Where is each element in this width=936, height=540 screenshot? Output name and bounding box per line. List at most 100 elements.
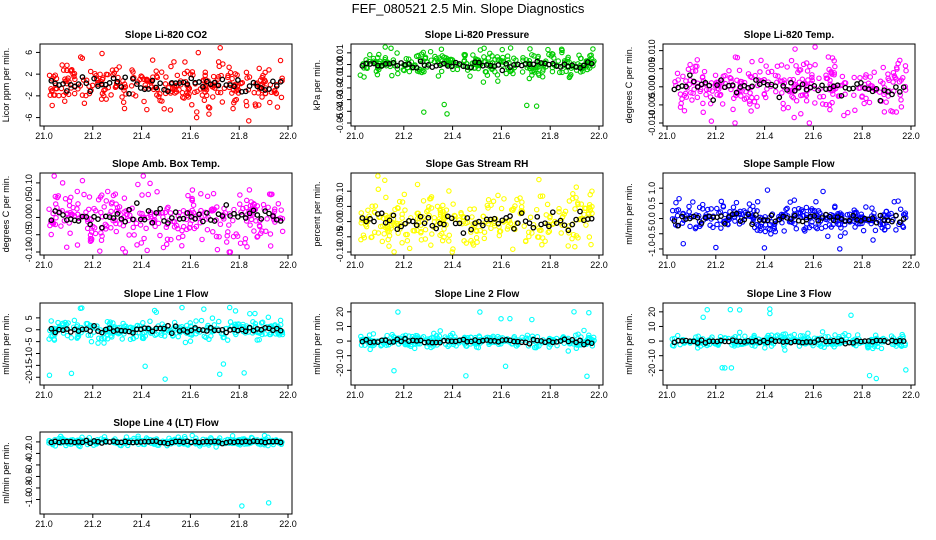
- data-point: [565, 243, 571, 249]
- data-point: [556, 209, 562, 215]
- data-point: [722, 335, 728, 341]
- mean-point: [246, 210, 253, 217]
- data-point: [89, 82, 96, 89]
- chart-panel-9: Slope Line 3 Flow ml/min per min. 21.0 21.2…: [624, 289, 920, 400]
- data-point: [857, 220, 863, 227]
- mean-point: [60, 81, 66, 87]
- mean-point: [873, 85, 880, 92]
- data-point: [428, 57, 434, 63]
- data-point: [399, 199, 406, 205]
- data-point: [533, 103, 540, 109]
- data-point: [467, 73, 473, 79]
- data-point: [426, 204, 432, 210]
- data-point: [764, 187, 771, 193]
- data-point: [754, 103, 760, 109]
- data-point: [562, 208, 569, 215]
- data-point: [520, 57, 526, 64]
- mean-point: [157, 80, 164, 87]
- data-point: [793, 63, 799, 69]
- data-point: [105, 71, 111, 78]
- data-point: [189, 187, 196, 193]
- data-point: [589, 188, 595, 194]
- data-point: [46, 206, 52, 212]
- data-point: [189, 195, 195, 202]
- data-point: [534, 234, 541, 240]
- data-point: [743, 95, 750, 101]
- data-point: [267, 243, 274, 249]
- mean-point: [729, 82, 736, 89]
- x-tick-label: 21.0: [35, 260, 53, 270]
- data-point: [736, 329, 743, 336]
- data-point: [262, 78, 269, 85]
- x-tick-label: 22.0: [902, 390, 920, 400]
- data-point: [83, 77, 90, 84]
- data-point: [581, 211, 587, 218]
- data-point: [81, 191, 87, 198]
- data-point: [526, 233, 532, 240]
- data-point: [807, 208, 814, 214]
- data-point: [742, 333, 748, 340]
- x-tick-label: 21.8: [230, 260, 248, 270]
- data-point: [176, 209, 183, 216]
- data-point: [804, 68, 811, 74]
- data-point: [65, 75, 71, 81]
- mean-point: [675, 222, 682, 229]
- data-point: [728, 75, 734, 82]
- data-point: [69, 66, 75, 73]
- data-point: [369, 203, 375, 209]
- data-point: [71, 70, 78, 77]
- data-point: [223, 239, 230, 245]
- data-point: [854, 332, 861, 338]
- data-point: [163, 74, 169, 80]
- data-point: [67, 209, 74, 216]
- data-point: [527, 214, 534, 221]
- data-point: [761, 76, 767, 83]
- data-point: [391, 249, 397, 255]
- data-point: [781, 228, 787, 234]
- data-point: [103, 223, 110, 229]
- data-point: [360, 232, 367, 238]
- data-point: [204, 226, 211, 233]
- mean-point: [242, 328, 249, 335]
- mean-point: [577, 337, 583, 344]
- mean-point: [87, 328, 94, 334]
- mean-point: [122, 218, 129, 225]
- mean-point: [780, 83, 787, 89]
- data-point: [793, 225, 800, 232]
- data-point: [88, 338, 95, 345]
- mean-point: [363, 218, 370, 225]
- data-point: [431, 330, 437, 337]
- data-point: [768, 231, 774, 237]
- plot-frame: [662, 302, 916, 386]
- data-point: [240, 321, 246, 328]
- mean-point: [188, 75, 195, 82]
- data-point: [215, 89, 221, 96]
- data-point: [529, 230, 535, 236]
- y-tick-label: -0.05: [335, 113, 345, 134]
- data-point: [431, 215, 438, 221]
- data-point: [565, 348, 572, 354]
- data-point: [543, 212, 550, 218]
- y-tick-label: 10: [647, 321, 657, 331]
- y-tick-label: -0.010: [647, 110, 657, 136]
- data-point: [789, 88, 795, 94]
- x-tick-label: 21.0: [346, 390, 364, 400]
- data-point: [404, 237, 411, 244]
- mean-point: [749, 83, 755, 90]
- y-tick-label: -0.03: [335, 89, 345, 110]
- data-point: [708, 206, 714, 212]
- mean-point: [581, 341, 587, 348]
- data-point: [762, 222, 769, 228]
- data-point: [696, 204, 703, 211]
- data-point: [858, 211, 865, 218]
- plot-frame: [39, 302, 293, 386]
- mean-point: [441, 221, 447, 228]
- data-point: [383, 194, 389, 201]
- mean-point: [161, 325, 167, 332]
- data-point: [278, 207, 284, 213]
- mean-point: [235, 77, 241, 83]
- mean-point: [819, 215, 825, 221]
- data-point: [87, 238, 94, 245]
- mean-point: [118, 215, 125, 222]
- data-point: [60, 67, 67, 73]
